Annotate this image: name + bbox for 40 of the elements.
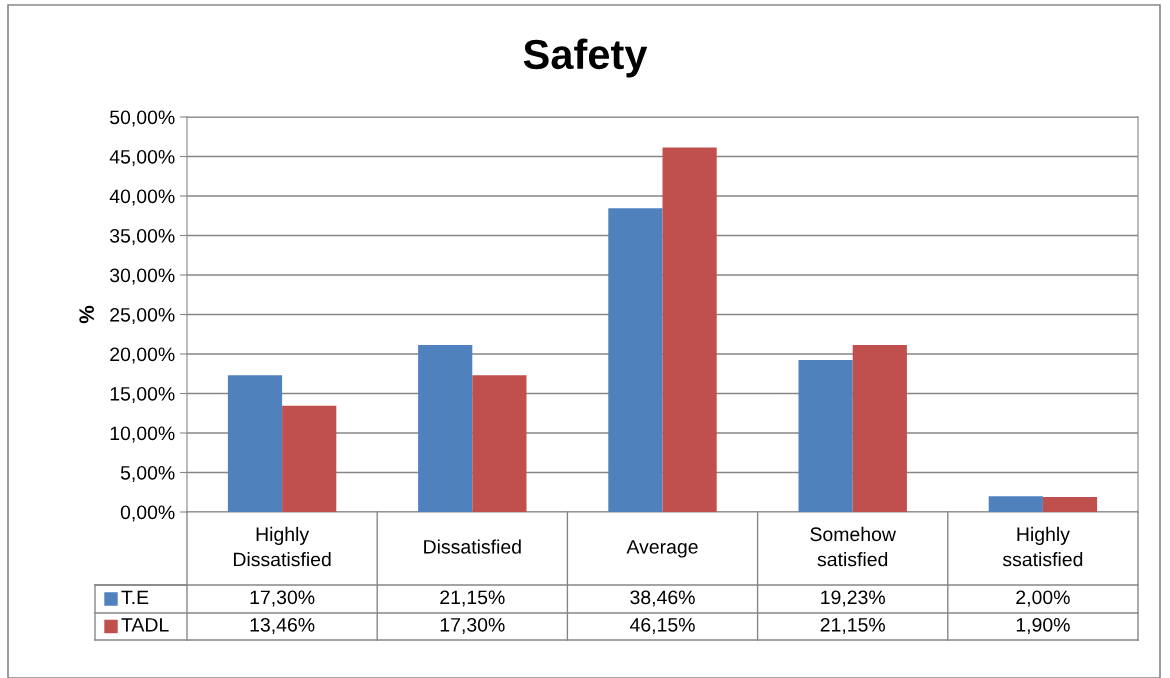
data-label: 19,23%: [821, 590, 885, 607]
legend-label: T.E: [121, 590, 149, 605]
y-tick-label: 0,00%: [120, 505, 175, 522]
bar: [1042, 496, 1098, 512]
data-label: 17,30%: [440, 617, 505, 635]
y-tick-label: 35,00%: [109, 228, 175, 246]
data-label: 46,15%: [629, 617, 695, 635]
bar: [852, 344, 907, 512]
y-axis-title: %: [79, 305, 94, 324]
data-label: 2,00%: [1016, 590, 1070, 607]
bar: [418, 344, 473, 512]
bar: [662, 147, 717, 512]
x-tick-label: Highly ssatisfied: [1002, 526, 1083, 567]
y-tick-label: 50,00%: [110, 110, 175, 127]
data-label: 21,15%: [440, 590, 505, 607]
data-label: 1,90%: [1016, 617, 1070, 635]
y-tick-label: 20,00%: [110, 347, 175, 364]
data-label: 38,46%: [630, 590, 695, 607]
x-tick-label: Highly Dissatisfied: [233, 526, 331, 567]
bar: [988, 496, 1043, 512]
y-tick-label: 15,00%: [110, 386, 175, 404]
y-tick-label: 30,00%: [109, 268, 175, 285]
bar: [282, 405, 337, 512]
bar: [227, 375, 283, 512]
y-tick-label: 25,00%: [110, 307, 175, 325]
data-label: 13,46%: [250, 617, 315, 635]
y-tick-label: 10,00%: [110, 426, 175, 443]
chart-title: Safety: [523, 38, 648, 78]
bar: [472, 375, 527, 512]
x-tick-label: Average: [626, 540, 698, 558]
x-tick-label: Dissatisfied: [424, 539, 521, 554]
y-tick-label: 40,00%: [109, 189, 175, 206]
y-tick-label: 5,00%: [120, 465, 175, 483]
data-label: 21,15%: [820, 617, 885, 635]
data-label: 17,30%: [250, 590, 315, 607]
bar: [798, 360, 853, 512]
y-tick-label: 45,00%: [109, 149, 175, 167]
x-tick-label: Somehow satisfied: [810, 526, 896, 567]
bar: [608, 208, 663, 512]
legend-label: TADL: [121, 618, 169, 632]
